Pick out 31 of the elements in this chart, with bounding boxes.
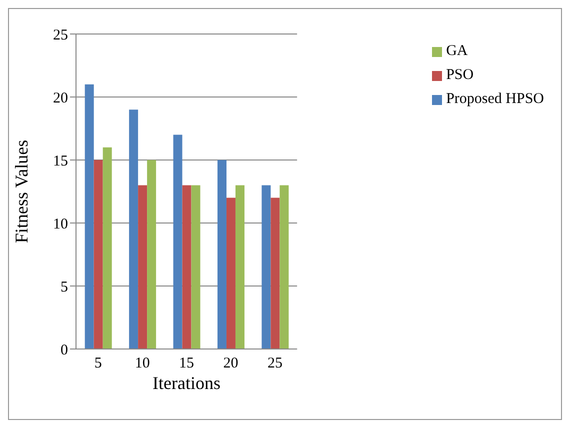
bar — [173, 134, 182, 349]
bar — [262, 185, 271, 349]
x-axis-title: Iterations — [152, 373, 221, 393]
y-tick-label: 10 — [53, 216, 68, 232]
bar — [191, 185, 200, 349]
bar — [138, 185, 148, 349]
legend-label: PSO — [446, 67, 474, 83]
legend-label: GA — [446, 43, 468, 59]
bar — [217, 160, 226, 349]
bar — [270, 198, 280, 349]
bar — [147, 160, 156, 349]
x-tick-label: 15 — [179, 356, 194, 372]
y-tick-label: 0 — [60, 342, 68, 358]
legend-label: Proposed HPSO — [446, 91, 544, 107]
x-tick-label: 10 — [134, 356, 150, 372]
bar — [129, 110, 138, 349]
bar — [84, 84, 94, 349]
bar — [226, 198, 236, 349]
y-axis-title: Fitness Values — [11, 140, 32, 244]
bar — [280, 185, 289, 349]
x-tick-label: 20 — [223, 356, 238, 372]
y-tick-label: 20 — [53, 90, 68, 106]
y-tick-label: 25 — [53, 27, 68, 44]
y-tick-label: 15 — [53, 153, 68, 170]
x-tick-label: 5 — [94, 356, 102, 372]
bar — [94, 160, 103, 349]
bar — [235, 185, 244, 349]
bar — [182, 185, 192, 349]
y-tick-label: 5 — [60, 279, 68, 296]
bar — [102, 147, 112, 349]
x-tick-label: 25 — [267, 356, 282, 372]
